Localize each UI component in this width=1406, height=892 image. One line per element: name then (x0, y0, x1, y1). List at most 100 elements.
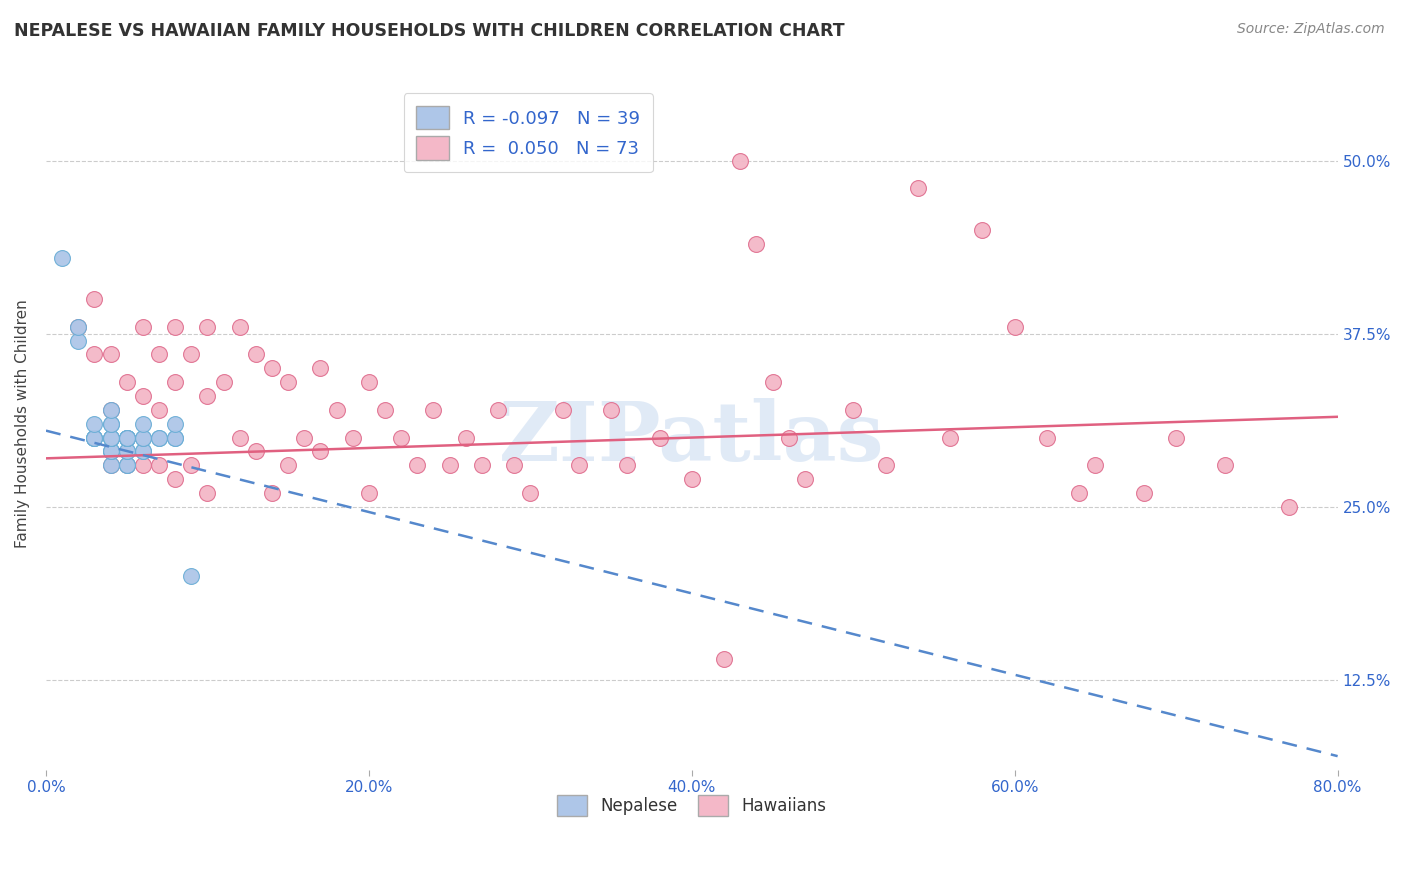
Point (100, 402, 122, 417)
Point (519, 486, 541, 500)
Point (907, 181, 929, 195)
Point (197, 486, 219, 500)
Point (309, 361, 332, 376)
Point (1084, 458, 1107, 473)
Point (939, 431, 962, 445)
Point (115, 431, 138, 445)
Point (67, 334, 90, 348)
Point (132, 444, 155, 458)
Point (648, 431, 671, 445)
Point (83, 431, 105, 445)
Point (132, 431, 155, 445)
Point (115, 375, 138, 389)
Point (439, 458, 461, 473)
Point (972, 223, 994, 237)
Point (180, 347, 202, 361)
Point (454, 431, 477, 445)
Point (132, 444, 155, 458)
Point (728, 153, 751, 168)
Point (745, 236, 768, 251)
Point (277, 458, 299, 473)
Point (616, 458, 638, 473)
Point (148, 347, 170, 361)
Point (115, 431, 138, 445)
Point (1278, 500, 1301, 514)
Point (389, 431, 412, 445)
Point (875, 458, 897, 473)
Point (325, 402, 347, 417)
Point (180, 569, 202, 583)
Point (115, 431, 138, 445)
Point (260, 486, 283, 500)
Point (100, 417, 122, 431)
Point (1036, 431, 1059, 445)
Point (568, 458, 591, 473)
Point (1213, 458, 1236, 473)
Point (148, 402, 170, 417)
Point (165, 431, 187, 445)
Point (100, 402, 122, 417)
Point (165, 375, 187, 389)
Point (83, 292, 105, 306)
Point (100, 431, 122, 445)
Point (245, 347, 267, 361)
Point (100, 417, 122, 431)
Point (132, 417, 155, 431)
Point (228, 431, 250, 445)
Point (100, 458, 122, 473)
Point (100, 444, 122, 458)
Point (165, 472, 187, 486)
Point (503, 458, 526, 473)
Y-axis label: Family Households with Children: Family Households with Children (15, 300, 30, 548)
Point (309, 444, 332, 458)
Point (132, 458, 155, 473)
Point (100, 431, 122, 445)
Point (342, 431, 364, 445)
Point (83, 431, 105, 445)
Point (486, 402, 509, 417)
Text: NEPALESE VS HAWAIIAN FAMILY HOUSEHOLDS WITH CHILDREN CORRELATION CHART: NEPALESE VS HAWAIIAN FAMILY HOUSEHOLDS W… (14, 22, 845, 40)
Point (228, 319, 250, 334)
Point (1166, 431, 1188, 445)
Point (132, 319, 155, 334)
Point (600, 402, 623, 417)
Point (681, 472, 703, 486)
Point (67, 319, 90, 334)
Point (115, 458, 138, 473)
Point (115, 458, 138, 473)
Point (132, 389, 155, 403)
Point (374, 402, 396, 417)
Point (357, 375, 380, 389)
Point (292, 431, 315, 445)
Point (1069, 486, 1091, 500)
Point (357, 486, 380, 500)
Text: Source: ZipAtlas.com: Source: ZipAtlas.com (1237, 22, 1385, 37)
Point (165, 431, 187, 445)
Point (197, 389, 219, 403)
Point (83, 417, 105, 431)
Point (148, 431, 170, 445)
Point (551, 402, 574, 417)
Point (197, 319, 219, 334)
Point (165, 417, 187, 431)
Point (212, 375, 235, 389)
Point (100, 458, 122, 473)
Point (83, 431, 105, 445)
Point (277, 375, 299, 389)
Point (842, 402, 865, 417)
Point (115, 444, 138, 458)
Point (761, 375, 783, 389)
Point (148, 431, 170, 445)
Point (100, 347, 122, 361)
Point (148, 458, 170, 473)
Legend: Nepalese, Hawaiians: Nepalese, Hawaiians (548, 787, 835, 824)
Point (115, 444, 138, 458)
Point (260, 361, 283, 376)
Point (180, 458, 202, 473)
Point (115, 458, 138, 473)
Point (406, 458, 429, 473)
Point (422, 402, 444, 417)
Point (100, 444, 122, 458)
Text: ZIPatlas: ZIPatlas (499, 398, 884, 477)
Point (1004, 319, 1026, 334)
